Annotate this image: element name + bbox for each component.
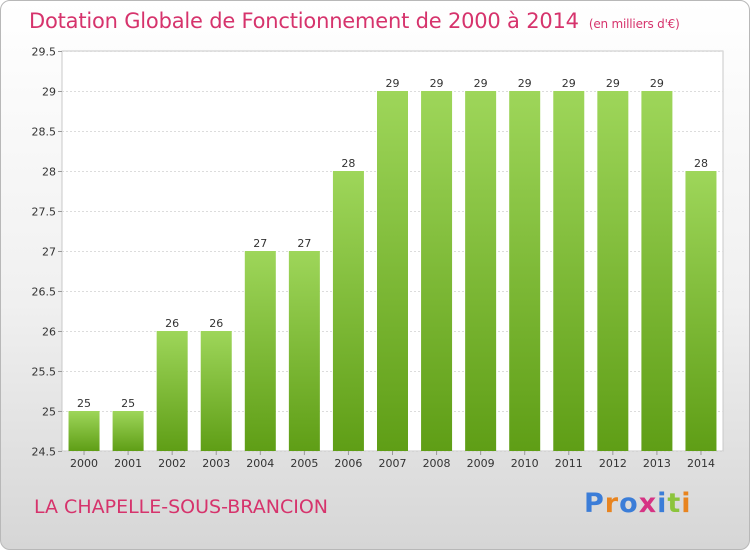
logo-letter: t [667,488,682,519]
logo-letter: i [657,488,668,519]
y-axis: 24.5 25 25.5 26 26.5 27 27.5 28 28.5 29 29.5 [32,46,62,459]
logo-letter: i [681,488,692,519]
bar-value-label: 28 [694,157,708,170]
y-tick-label: 24.5 [32,446,57,459]
y-tick-label: 28 [42,166,56,179]
x-tick-label: 2003 [202,457,230,470]
bar-value-label: 29 [430,77,444,90]
x-tick-label: 2014 [687,457,715,470]
x-tick-label: 2005 [290,457,318,470]
bar-value-label: 25 [77,397,91,410]
logo-letter: x [638,488,658,519]
bar-value-label: 29 [518,77,532,90]
bar-2000 [68,411,100,451]
bar-2014 [685,171,717,451]
x-tick-label: 2006 [334,457,362,470]
x-tick-label: 2002 [158,457,186,470]
bar-value-label: 28 [341,157,355,170]
unit-label: (en milliers d'€) [588,17,680,31]
x-axis: 2000 2001 2002 2003 2004 2005 2006 2007 2008 2009… [70,451,715,470]
x-tick-label: 2007 [379,457,407,470]
bar-value-label: 29 [562,77,576,90]
y-tick-label: 29 [42,86,56,99]
title-text: Dotation Globale de Fonctionnement de 20… [29,9,579,33]
bars: 25 25 26 26 27 27 28 29 29 29 29 29 29 29 28 [68,77,717,451]
bar-2007 [377,91,408,451]
y-tick-label: 28.5 [32,126,57,139]
bar-2010 [509,91,541,451]
y-tick-label: 27 [42,246,56,259]
x-tick-label: 2001 [114,457,142,470]
bar-value-label: 29 [650,77,664,90]
bar-value-label: 29 [474,77,488,90]
x-tick-label: 2013 [643,457,671,470]
chart-title: Dotation Globale de Fonctionnement de 20… [29,9,680,33]
x-tick-label: 2004 [246,457,274,470]
bar-2011 [553,91,585,451]
x-tick-label: 2010 [511,457,539,470]
place-name: LA CHAPELLE-SOUS-BRANCION [34,496,328,518]
x-tick-label: 2011 [555,457,583,470]
x-tick-label: 2009 [467,457,495,470]
bar-2008 [421,91,453,451]
x-tick-label: 2008 [423,457,451,470]
bar-value-label: 27 [297,237,311,250]
y-tick-label: 26 [42,326,56,339]
bar-value-label: 27 [253,237,267,250]
bar-2003 [200,331,232,451]
bar-2002 [156,331,188,451]
logo-letter: o [619,488,639,519]
bar-2012 [597,91,629,451]
y-tick-label: 25.5 [32,366,57,379]
bar-2001 [112,411,144,451]
bar-value-label: 29 [386,77,400,90]
bar-2009 [465,91,497,451]
bar-2013 [641,91,673,451]
bar-2006 [332,171,364,451]
bar-value-label: 26 [165,317,179,330]
bar-2005 [288,251,320,451]
logo-letter: P [584,488,605,519]
y-tick-label: 26.5 [32,286,57,299]
x-tick-label: 2000 [70,457,98,470]
bar-value-label: 25 [121,397,135,410]
bar-value-label: 29 [606,77,620,90]
y-tick-label: 27.5 [32,206,57,219]
bar-2004 [244,251,276,451]
y-tick-label: 25 [42,406,56,419]
y-tick-label: 29.5 [32,46,57,59]
x-tick-label: 2012 [599,457,627,470]
bar-value-label: 26 [209,317,223,330]
logo-letter: r [604,488,620,519]
proxiti-logo: Proxiti [584,488,692,519]
